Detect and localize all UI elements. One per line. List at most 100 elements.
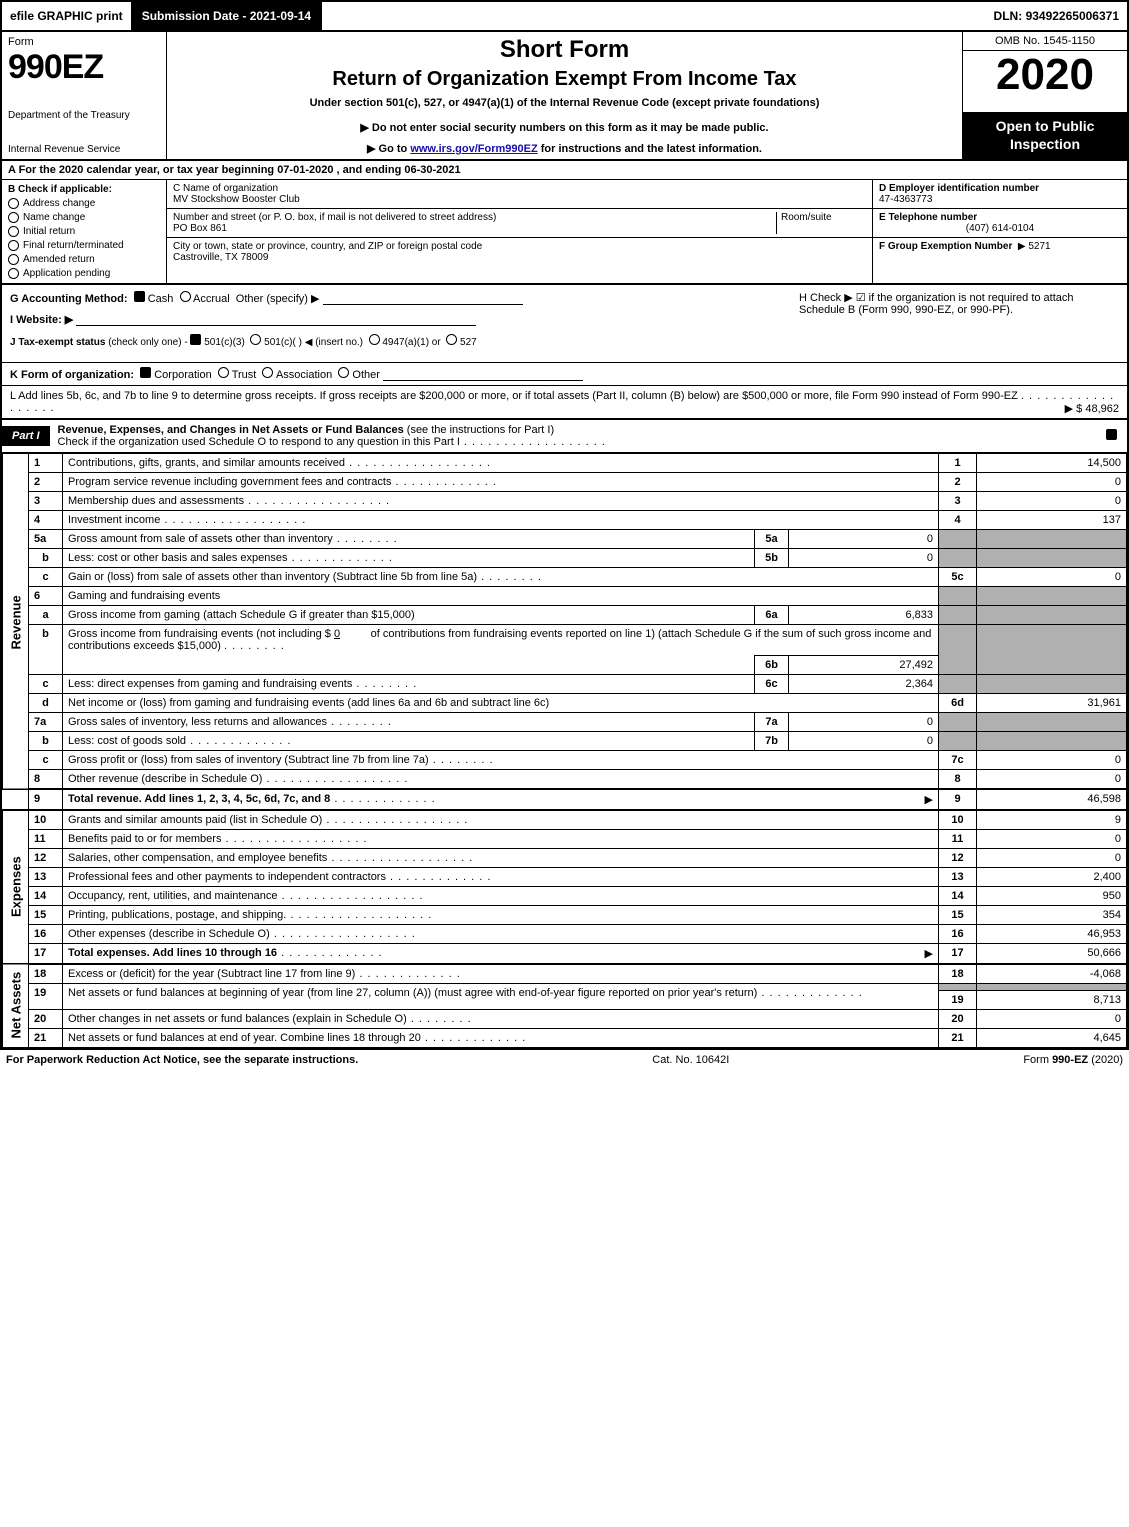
table-row: Net Assets 18 Excess or (deficit) for th… [3, 964, 1127, 984]
checkbox-icon[interactable] [180, 291, 191, 302]
subline-ref: 5a [755, 530, 789, 549]
table-row: 15 Printing, publications, postage, and … [3, 906, 1127, 925]
line-no: 8 [29, 770, 63, 790]
section-a-tax-year: A For the 2020 calendar year, or tax yea… [2, 161, 1127, 180]
part-i-tag: Part I [2, 426, 50, 446]
line-value: 354 [977, 906, 1127, 925]
i-website-input[interactable] [76, 314, 476, 326]
shaded-cell [939, 549, 977, 568]
checkbox-icon[interactable] [8, 198, 19, 209]
efile-print-link[interactable]: efile GRAPHIC print [2, 5, 131, 27]
part-i-title: Revenue, Expenses, and Changes in Net As… [58, 424, 404, 436]
checkbox-checked-icon[interactable] [190, 334, 201, 345]
table-row: b Less: cost of goods sold 7b 0 [3, 732, 1127, 751]
addr-value: PO Box 861 [173, 223, 776, 234]
shaded-cell [939, 625, 977, 675]
checkbox-icon[interactable] [8, 212, 19, 223]
table-row: b Gross income from fundraising events (… [3, 625, 1127, 656]
line-value: 46,953 [977, 925, 1127, 944]
line-desc: Gain or (loss) from sale of assets other… [68, 571, 477, 583]
line-value: 14,500 [977, 454, 1127, 473]
line-desc: Contributions, gifts, grants, and simila… [68, 457, 345, 469]
line-value: 9 [977, 810, 1127, 830]
line-desc: Total expenses. Add lines 10 through 16 [68, 947, 277, 959]
omb-number: OMB No. 1545-1150 [963, 32, 1127, 51]
i-website: I Website: ▶ [10, 313, 799, 326]
line-no: 1 [29, 454, 63, 473]
addr-label: Number and street (or P. O. box, if mail… [173, 212, 776, 223]
line-ref: 18 [939, 964, 977, 984]
checkbox-icon[interactable] [8, 254, 19, 265]
shaded-cell [977, 675, 1127, 694]
checkbox-checked-icon[interactable] [1106, 429, 1117, 440]
line-desc: Less: direct expenses from gaming and fu… [68, 678, 352, 690]
checkbox-icon[interactable] [8, 268, 19, 279]
j-insert-no: ◀ (insert no.) [305, 337, 363, 348]
dots-icon [391, 476, 496, 488]
line-ref: 8 [939, 770, 977, 790]
part-i-check-line: Check if the organization used Schedule … [58, 436, 460, 448]
checkbox-icon[interactable] [262, 367, 273, 378]
line-ref: 10 [939, 810, 977, 830]
line-no: 20 [29, 1010, 63, 1029]
submission-date-button[interactable]: Submission Date - 2021-09-14 [131, 2, 322, 30]
checkbox-icon[interactable] [218, 367, 229, 378]
dln-label: DLN: [994, 9, 1023, 23]
chk-address-change: Address change [23, 198, 95, 209]
goto-pre: ▶ Go to [367, 143, 410, 155]
shaded-cell [977, 713, 1127, 732]
chk-amended-return: Amended return [23, 254, 95, 265]
line-desc: Program service revenue including govern… [68, 476, 391, 488]
line-no: 15 [29, 906, 63, 925]
checkbox-checked-icon[interactable] [140, 367, 151, 378]
subline-ref: 5b [755, 549, 789, 568]
dots-icon [333, 533, 398, 545]
line-ref: 19 [939, 991, 977, 1010]
form-id-block: Form 990EZ Department of the Treasury In… [2, 32, 167, 159]
checkbox-icon[interactable] [446, 334, 457, 345]
table-row: 2 Program service revenue including gove… [3, 473, 1127, 492]
line-value: 0 [977, 770, 1127, 790]
line-ref: 21 [939, 1029, 977, 1048]
table-row: Revenue 1 Contributions, gifts, grants, … [3, 454, 1127, 473]
line-value: 0 [977, 492, 1127, 511]
dots-icon [160, 514, 306, 526]
line-desc: Gross income from gaming (attach Schedul… [68, 609, 415, 621]
subline-value: 0 [789, 549, 939, 568]
goto-link[interactable]: www.irs.gov/Form990EZ [410, 143, 537, 155]
checkbox-icon[interactable] [250, 334, 261, 345]
k-label: K Form of organization: [10, 369, 134, 381]
checkbox-checked-icon[interactable] [134, 291, 145, 302]
line-no: 16 [29, 925, 63, 944]
g-cash: Cash [148, 293, 174, 305]
line-value: 0 [977, 849, 1127, 868]
checkbox-icon[interactable] [8, 226, 19, 237]
j-501c3: 501(c)(3) [204, 337, 245, 348]
g-other-input[interactable] [323, 293, 523, 305]
line-no: b [29, 732, 63, 751]
line-desc: Less: cost or other basis and sales expe… [68, 552, 288, 564]
checkbox-icon[interactable] [338, 367, 349, 378]
table-row: 11 Benefits paid to or for members 11 0 [3, 830, 1127, 849]
line-no: 10 [29, 810, 63, 830]
line-no: 12 [29, 849, 63, 868]
line-no: c [29, 568, 63, 587]
line-value: 46,598 [977, 789, 1127, 810]
dots-icon [278, 890, 424, 902]
line-no: b [29, 549, 63, 568]
line-desc: Grants and similar amounts paid (list in… [68, 814, 322, 826]
line-no: 3 [29, 492, 63, 511]
line-no: 18 [29, 964, 63, 984]
line-value: 0 [977, 473, 1127, 492]
k-other: Other [352, 369, 380, 381]
line-no: 17 [29, 944, 63, 965]
line-ref: 11 [939, 830, 977, 849]
checkbox-icon[interactable] [8, 240, 19, 251]
l-text: L Add lines 5b, 6c, and 7b to line 9 to … [10, 390, 1018, 402]
table-row: c Gain or (loss) from sale of assets oth… [3, 568, 1127, 587]
dots-icon [286, 909, 432, 921]
k-other-input[interactable] [383, 369, 583, 381]
checkbox-icon[interactable] [369, 334, 380, 345]
revenue-section-label: Revenue [3, 454, 29, 790]
j-527: 527 [460, 337, 477, 348]
